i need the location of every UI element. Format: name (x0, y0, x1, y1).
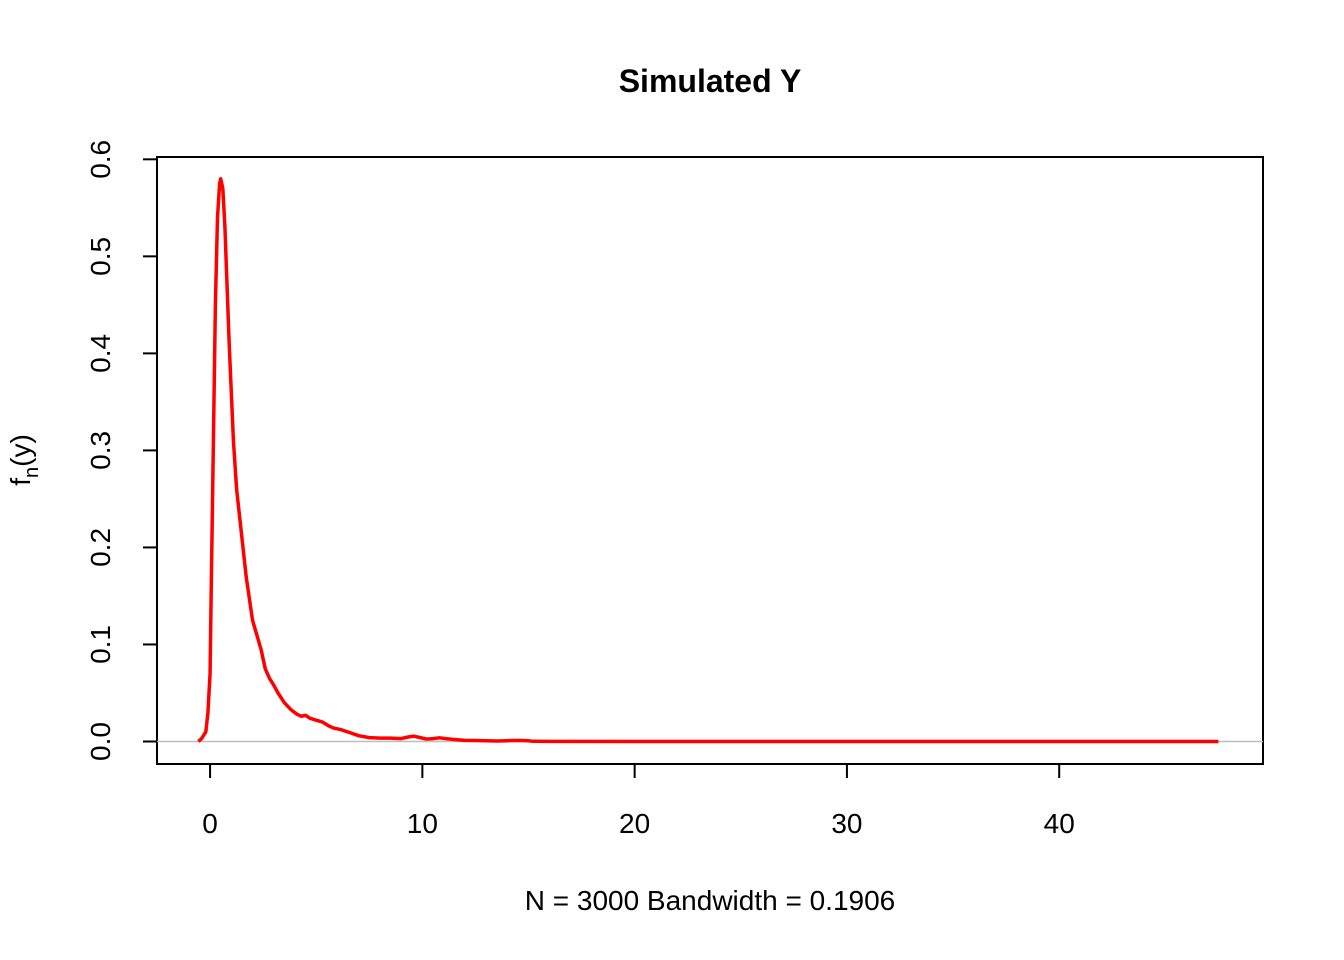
x-axis: 0 10 20 30 40 (202, 763, 1075, 839)
y-tick-label: 0.5 (85, 237, 116, 276)
y-axis: 0.0 0.1 0.2 0.3 0.4 0.5 0.6 (85, 140, 158, 761)
series-layer (197, 176, 1219, 744)
y-tick-label: 0.0 (85, 722, 116, 761)
x-tick-label: 30 (831, 808, 862, 839)
chart-title: Simulated Y (619, 63, 802, 99)
density-line (197, 176, 1219, 744)
x-axis-label: N = 3000 Bandwidth = 0.1906 (525, 885, 896, 916)
x-tick-label: 0 (202, 808, 218, 839)
y-axis-label-subscript: n (21, 467, 43, 478)
y-axis-label-tail: (y) (5, 434, 36, 467)
y-tick-label: 0.1 (85, 625, 116, 664)
x-tick-label: 20 (619, 808, 650, 839)
y-axis-label-main: f (5, 478, 36, 486)
x-tick-label: 10 (407, 808, 438, 839)
y-tick-label: 0.4 (85, 334, 116, 373)
y-tick-label: 0.3 (85, 431, 116, 470)
y-tick-label: 0.6 (85, 140, 116, 179)
y-axis-label: fn(y) (5, 434, 43, 486)
plot-box (156, 156, 1264, 765)
y-tick-label: 0.2 (85, 528, 116, 567)
x-tick-label: 40 (1044, 808, 1075, 839)
